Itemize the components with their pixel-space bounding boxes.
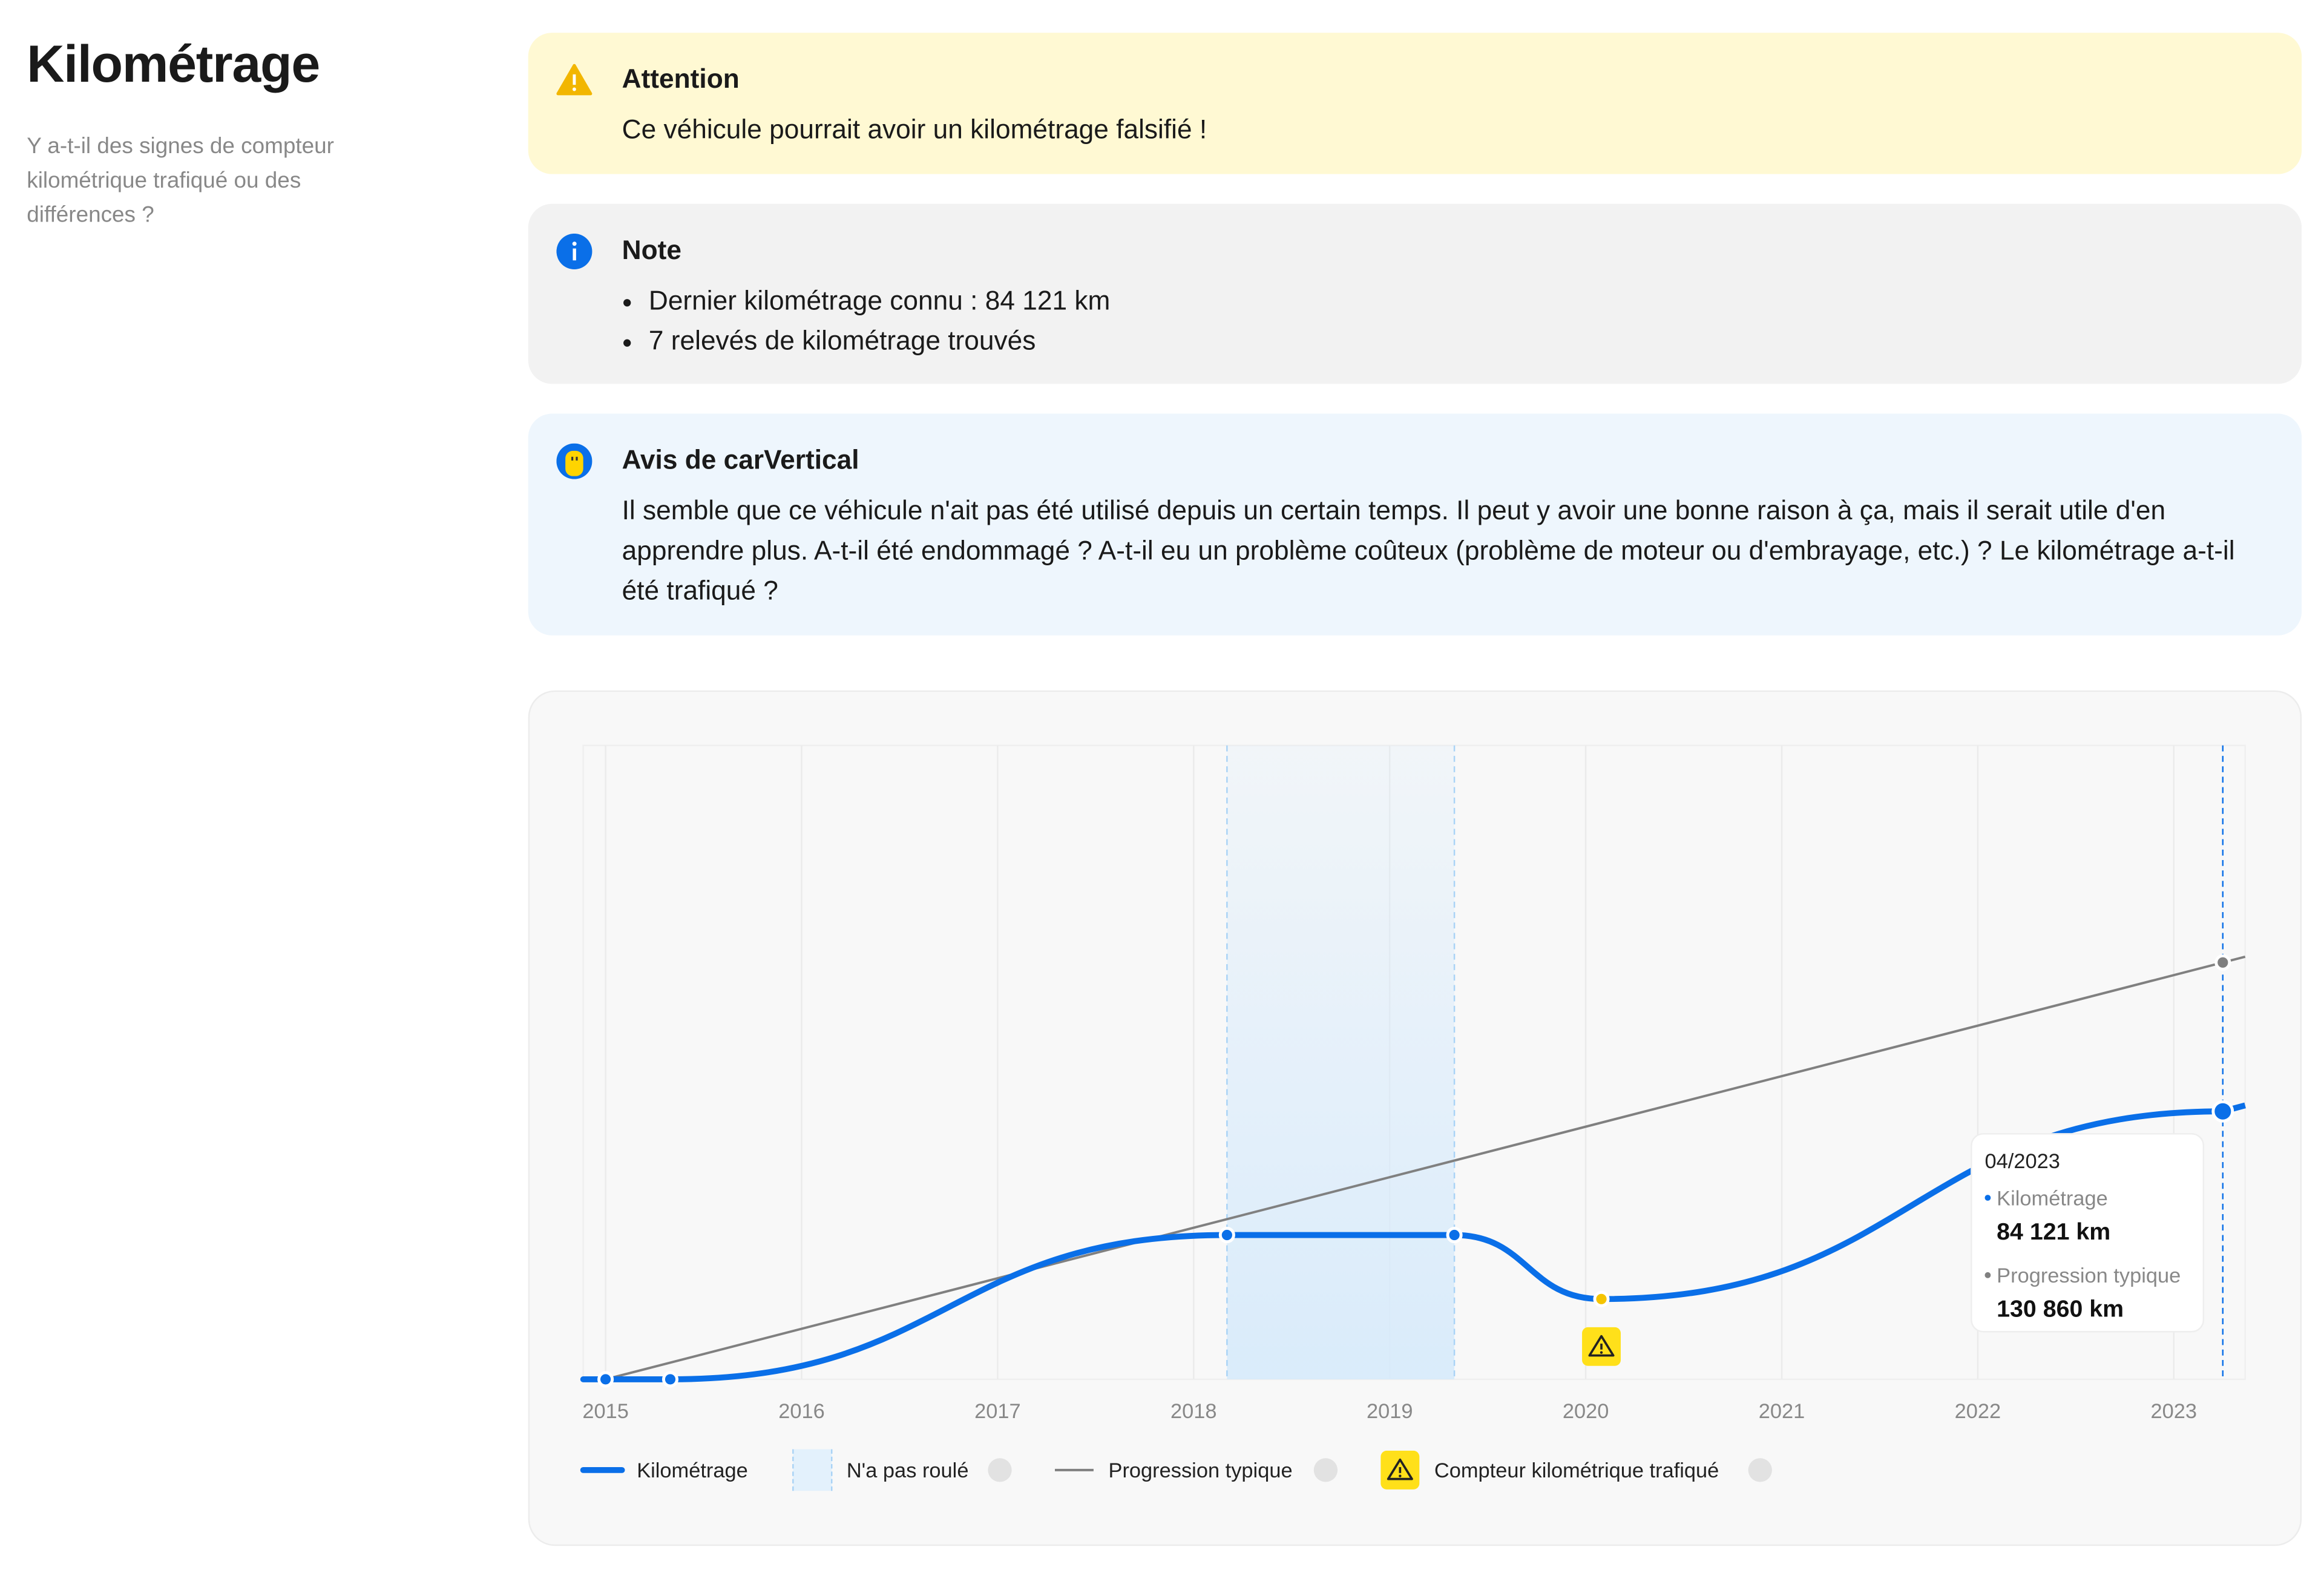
note-item: 7 relevés de kilométrage trouvés [649,321,2275,361]
page-subtitle: Y a-t-il des signes de compteur kilométr… [27,134,334,228]
tooltip-value: 84 121 km [1997,1218,2110,1245]
x-tick-label: 2019 [1367,1400,1413,1423]
tooltip-date: 04/2023 [1984,1150,2060,1173]
advice-icon [556,443,592,479]
legend-label: Kilométrage [637,1459,748,1482]
typical-line [605,961,2224,1381]
tooltip-dot [1984,1272,1991,1278]
badge-triangle [1588,1335,1615,1357]
legend-label: Progression typique [1109,1459,1293,1482]
note-item: Dernier kilométrage connu : 84 121 km [649,281,2275,321]
tooltip-box [1971,1133,2205,1333]
tampering-badge [1582,1327,1621,1366]
mileage-point [661,1371,679,1388]
x-tick-label: 2016 [778,1400,825,1423]
mileage-point [1218,1227,1235,1244]
advice-card: Avis de carVertical Il semble que ce véh… [528,413,2302,636]
page-title: Kilométrage [27,36,320,94]
x-tick-label: 2021 [1759,1400,1805,1423]
tooltip-series: Kilométrage [1997,1187,2108,1210]
warning-icon [556,64,592,96]
no-drive-band [1227,745,1455,1379]
x-tick-label: 2017 [974,1400,1021,1423]
note-card: Note Dernier kilométrage connu : 84 121 … [528,203,2302,384]
note-title: Note [622,235,681,265]
alert-text: Ce véhicule pourrait avoir un kilométrag… [622,114,1207,145]
badge-dot [1399,1474,1402,1477]
typical-point [2214,954,2231,971]
mileage-point [1593,1290,1610,1307]
legend-label: N'a pas roulé [847,1459,969,1482]
help-icon [1313,1458,1338,1482]
tooltip-value: 130 860 km [1997,1296,2124,1322]
alert-card: Attention Ce véhicule pourrait avoir un … [528,33,2302,174]
tooltip-dot [1984,1195,1991,1201]
mileage-line [580,1108,2226,1382]
alert-title: Attention [622,64,740,94]
mileage-point [597,1371,614,1388]
tooltip: 04/2023 Kilométrage 84 121 km Progression t… [1971,1133,2205,1333]
note-body: Dernier kilométrage connu : 84 121 km 7 … [622,281,2275,362]
x-tick-label: 2020 [1563,1400,1609,1423]
help-icon [1748,1458,1772,1482]
advice-text: Il semble que ce véhicule n'ait pas été … [622,495,2235,606]
badge-triangle [1387,1458,1413,1480]
advice-title: Avis de carVertical [622,445,859,475]
mileage-point [1446,1227,1463,1244]
x-tick-label: 2018 [1170,1400,1217,1423]
help-icon [988,1458,1012,1482]
x-tick-label: 2015 [582,1400,629,1423]
info-icon [556,233,592,269]
legend-tampering-swatch [1380,1450,1420,1490]
mileage-point [2211,1100,2234,1123]
x-tick-label: 2023 [2151,1400,2198,1423]
tooltip-series: Progression typique [1997,1264,2181,1287]
x-tick-label: 2022 [1955,1400,2001,1423]
badge-dot [1600,1351,1603,1354]
legend-no-drive-swatch [793,1449,832,1491]
legend-label: Compteur kilométrique trafiqué [1434,1459,1719,1482]
